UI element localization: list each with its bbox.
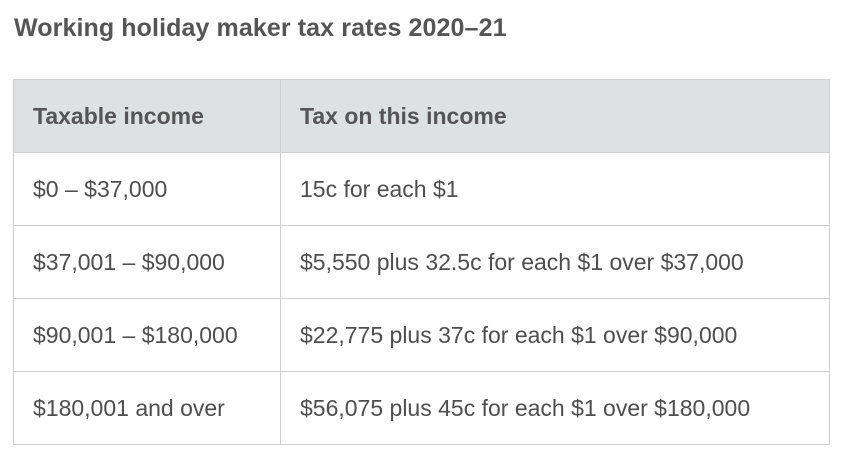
cell-taxable-income: $37,001 – $90,000 [13,225,281,299]
header-tax-on-income: Tax on this income [280,79,830,153]
cell-tax-on-income: 15c for each $1 [280,152,830,226]
table-row: $180,001 and over $56,075 plus 45c for e… [13,371,830,445]
page-title: Working holiday maker tax rates 2020–21 [14,14,507,42]
cell-tax-on-income: $56,075 plus 45c for each $1 over $180,0… [280,371,830,445]
table-row: $90,001 – $180,000 $22,775 plus 37c for … [13,298,830,372]
cell-tax-on-income: $5,550 plus 32.5c for each $1 over $37,0… [280,225,830,299]
tax-rates-table: Taxable income Tax on this income $0 – $… [13,79,830,445]
table-row: $0 – $37,000 15c for each $1 [13,152,830,226]
cell-taxable-income: $90,001 – $180,000 [13,298,281,372]
table-header-row: Taxable income Tax on this income [13,79,830,153]
cell-tax-on-income: $22,775 plus 37c for each $1 over $90,00… [280,298,830,372]
table-row: $37,001 – $90,000 $5,550 plus 32.5c for … [13,225,830,299]
cell-taxable-income: $180,001 and over [13,371,281,445]
header-taxable-income: Taxable income [13,79,281,153]
cell-taxable-income: $0 – $37,000 [13,152,281,226]
